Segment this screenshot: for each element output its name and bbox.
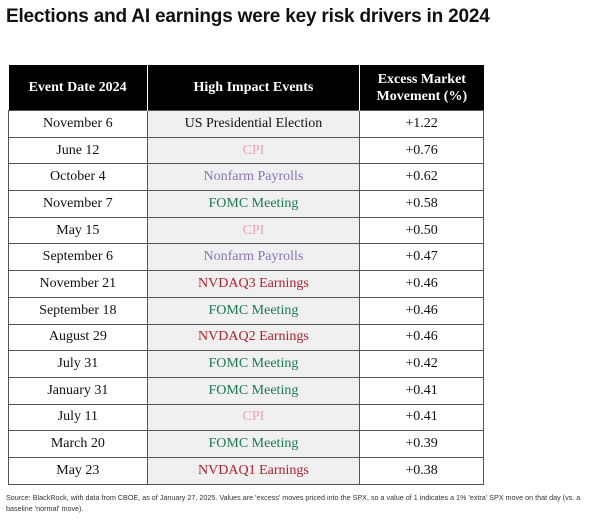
event-date: March 20 xyxy=(8,430,148,458)
market-move: +0.46 xyxy=(359,296,484,325)
event-name: NVDAQ1 Earnings xyxy=(146,456,361,485)
event-name: CPI xyxy=(146,216,361,245)
event-date: November 21 xyxy=(8,270,148,298)
event-name: NVDAQ2 Earnings xyxy=(146,323,361,352)
event-date: November 7 xyxy=(8,190,148,218)
event-date: November 6 xyxy=(8,110,148,138)
event-date: August 29 xyxy=(8,323,148,352)
column-header: Event Date 2024 xyxy=(8,65,148,111)
title: Elections and AI earnings were key risk … xyxy=(6,6,490,27)
event-date: October 4 xyxy=(8,163,148,192)
event-name: Nonfarm Payrolls xyxy=(146,163,361,192)
event-date: September 18 xyxy=(8,296,148,325)
market-move: +0.46 xyxy=(359,323,484,352)
table-row: June 12 CPI +0.76 xyxy=(8,136,484,165)
table-row: November 7 FOMC Meeting +0.58 xyxy=(8,190,484,218)
table-row: July 11 CPI +0.41 xyxy=(8,403,484,432)
event-date: July 11 xyxy=(8,403,148,432)
market-move: +0.42 xyxy=(359,350,484,378)
header-row: Event Date 2024 High Impact Events Exces… xyxy=(8,65,484,111)
table-row: November 6 US Presidential Election +1.22 xyxy=(8,110,484,138)
column-header: High Impact Events xyxy=(146,65,360,111)
source-note: Source: BlackRock, with data from CBOE, … xyxy=(6,493,581,513)
table-row: August 29 NVDAQ2 Earnings +0.46 xyxy=(8,323,484,352)
market-move: +1.22 xyxy=(359,110,484,138)
table-row: September 6 Nonfarm Payrolls +0.47 xyxy=(8,243,484,272)
market-move: +0.39 xyxy=(359,430,484,458)
event-name: FOMC Meeting xyxy=(146,296,361,325)
market-move: +0.38 xyxy=(359,456,484,485)
table: Event Date 2024 High Impact Events Exces… xyxy=(8,65,484,485)
table-body: November 6 US Presidential Election +1.22 J… xyxy=(8,110,484,485)
event-date: January 31 xyxy=(8,376,148,405)
table-row: September 18 FOMC Meeting +0.46 xyxy=(8,296,484,325)
event-date: September 6 xyxy=(8,243,148,272)
market-move: +0.76 xyxy=(359,136,484,165)
column-header: Excess Market Movement (%) xyxy=(359,65,484,111)
table-row: March 20 FOMC Meeting +0.39 xyxy=(8,430,484,458)
table-row: January 31 FOMC Meeting +0.41 xyxy=(8,376,484,405)
event-name: Nonfarm Payrolls xyxy=(146,243,361,272)
event-name: FOMC Meeting xyxy=(146,190,361,218)
market-move: +0.41 xyxy=(359,403,484,432)
event-name: FOMC Meeting xyxy=(146,430,361,458)
table-row: October 4 Nonfarm Payrolls +0.62 xyxy=(8,163,484,192)
event-name: CPI xyxy=(146,136,361,165)
market-move: +0.62 xyxy=(359,163,484,192)
table-row: May 15 CPI +0.50 xyxy=(8,216,484,245)
event-name: NVDAQ3 Earnings xyxy=(146,270,361,298)
event-name: FOMC Meeting xyxy=(146,350,361,378)
market-move: +0.41 xyxy=(359,376,484,405)
market-move: +0.50 xyxy=(359,216,484,245)
event-date: June 12 xyxy=(8,136,148,165)
event-date: May 23 xyxy=(8,456,148,485)
market-move: +0.58 xyxy=(359,190,484,218)
market-move: +0.47 xyxy=(359,243,484,272)
event-name: US Presidential Election xyxy=(146,110,361,138)
event-date: July 31 xyxy=(8,350,148,378)
table-row: November 21 NVDAQ3 Earnings +0.46 xyxy=(8,270,484,298)
event-name: FOMC Meeting xyxy=(146,376,361,405)
table-row: July 31 FOMC Meeting +0.42 xyxy=(8,350,484,378)
event-name: CPI xyxy=(146,403,361,432)
event-date: May 15 xyxy=(8,216,148,245)
market-move: +0.46 xyxy=(359,270,484,298)
table-row: May 23 NVDAQ1 Earnings +0.38 xyxy=(8,456,484,485)
